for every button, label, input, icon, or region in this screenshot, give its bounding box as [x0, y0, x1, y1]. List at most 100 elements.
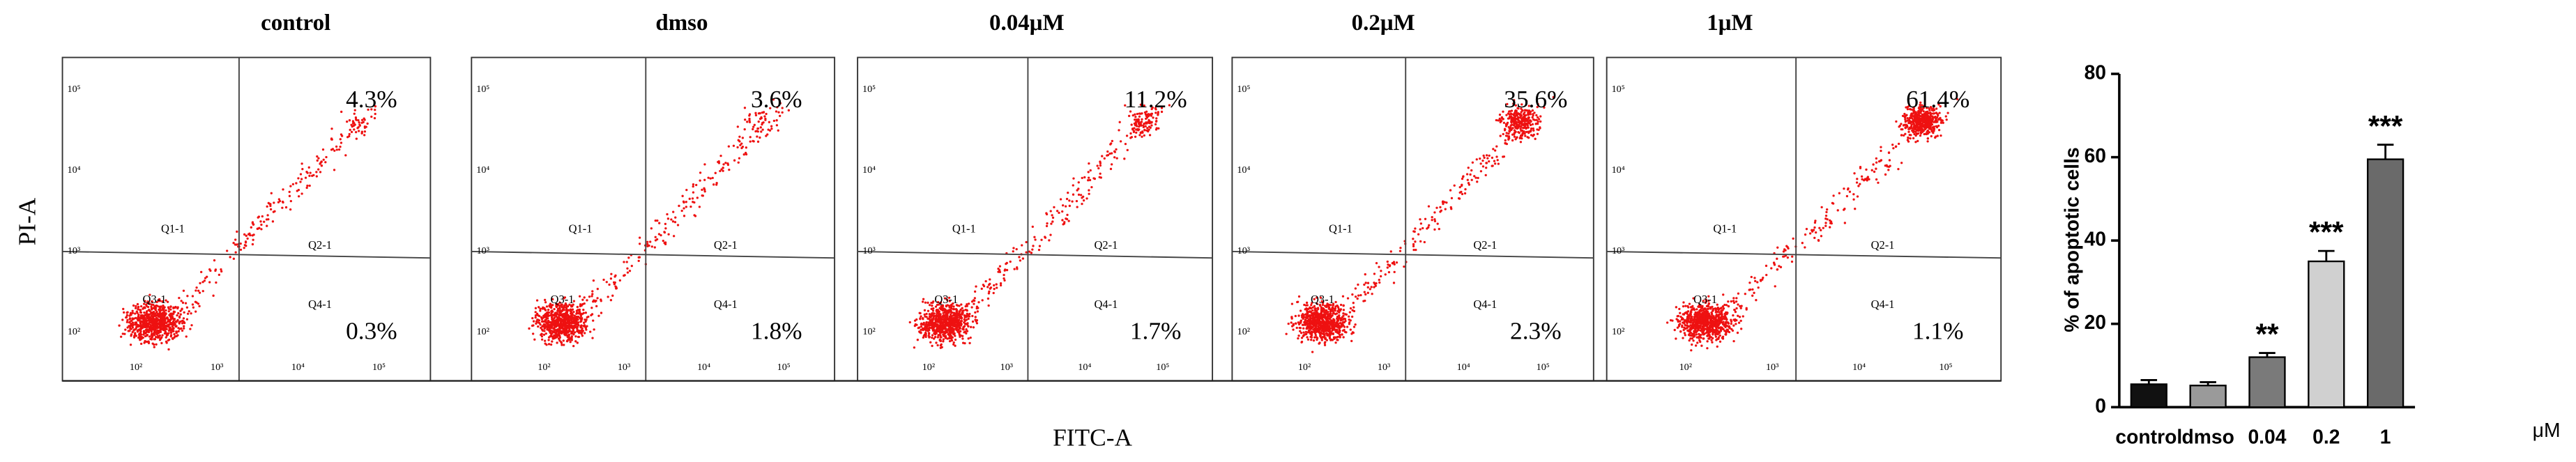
event-dot [1536, 132, 1539, 135]
event-dot [576, 305, 579, 309]
event-dot [932, 324, 935, 327]
event-dot [550, 316, 554, 319]
event-dot [1466, 178, 1469, 181]
event-dot [950, 306, 952, 309]
event-dot [1688, 302, 1691, 305]
event-dot [654, 220, 657, 222]
event-dot [1734, 311, 1737, 314]
event-dot [1526, 122, 1530, 125]
event-dot [1021, 257, 1025, 260]
event-dot [261, 215, 264, 218]
event-dot [173, 333, 176, 336]
event-dot [269, 208, 273, 211]
event-dot [1342, 309, 1346, 311]
event-dot [654, 236, 657, 238]
event-dot [1378, 281, 1381, 284]
event-dot [296, 190, 298, 192]
event-dot [1350, 315, 1354, 318]
event-dot [1445, 201, 1448, 204]
event-dot [692, 185, 694, 188]
event-dot [174, 335, 176, 338]
event-dot [1065, 205, 1067, 208]
event-dot [1140, 121, 1143, 123]
event-dot [1537, 120, 1539, 123]
event-dot [1773, 262, 1776, 265]
quadrant-label: Q4-1 [1473, 298, 1497, 311]
event-dot [160, 316, 164, 319]
event-dot [1722, 323, 1725, 326]
event-dot [300, 192, 303, 195]
event-dot [587, 315, 590, 318]
event-dot [1326, 328, 1329, 330]
event-dot [964, 305, 967, 308]
event-dot [192, 306, 195, 309]
event-dot [1843, 187, 1845, 190]
event-dot [1433, 228, 1436, 231]
event-dot [1359, 293, 1362, 297]
event-dot [134, 316, 137, 320]
event-dot [1332, 327, 1334, 330]
event-dot [355, 118, 358, 121]
event-dot [532, 320, 535, 323]
event-dot [1824, 217, 1827, 220]
event-dot [137, 314, 140, 316]
event-dot [181, 329, 184, 332]
event-dot [533, 338, 536, 341]
event-dot [596, 297, 599, 300]
event-dot [1055, 210, 1059, 213]
event-dot [137, 308, 139, 311]
event-dot [339, 138, 342, 141]
event-dot [966, 330, 969, 332]
event-dot [1719, 329, 1723, 332]
event-dot [1885, 164, 1888, 167]
event-dot [544, 321, 548, 323]
event-dot [954, 328, 957, 330]
event-dot [1332, 310, 1334, 313]
event-dot [1684, 305, 1687, 307]
event-dot [1682, 305, 1685, 308]
event-dot [1909, 137, 1912, 140]
event-dot [1760, 279, 1762, 282]
event-dot [552, 336, 555, 339]
event-dot [959, 308, 962, 311]
event-dot [1716, 338, 1718, 341]
event-dot [1439, 206, 1442, 208]
event-dot [748, 119, 751, 122]
event-dot [545, 316, 548, 320]
event-dot [605, 281, 608, 284]
event-dot [703, 163, 706, 166]
event-dot [146, 330, 148, 333]
event-dot [155, 330, 158, 333]
event-dot [1352, 306, 1355, 309]
panel-title: control [261, 10, 330, 36]
event-dot [1351, 293, 1354, 296]
event-dot [623, 274, 626, 277]
event-dot [1695, 336, 1698, 339]
event-dot [584, 332, 586, 334]
event-dot [166, 300, 169, 303]
event-dot [570, 337, 573, 340]
event-dot [1539, 120, 1542, 123]
event-dot [542, 314, 545, 317]
event-dot [1427, 205, 1431, 208]
flow-x-tick: 10² [130, 362, 142, 373]
event-dot [1884, 173, 1887, 176]
event-dot [1373, 286, 1375, 288]
event-dot [1829, 219, 1831, 222]
event-dot [1699, 340, 1702, 344]
flow-x-tick: 10³ [618, 362, 630, 373]
event-dot [1502, 132, 1504, 136]
event-dot [573, 314, 576, 317]
event-dot [1524, 134, 1527, 137]
event-dot [1753, 277, 1756, 279]
event-dot [145, 311, 148, 314]
event-dot [1154, 128, 1158, 131]
event-dot [920, 323, 922, 325]
event-dot [1369, 288, 1371, 291]
event-dot [551, 321, 554, 323]
quadrant-label: Q2-1 [1094, 238, 1118, 252]
event-dot [1058, 211, 1060, 214]
event-dot [1325, 318, 1328, 321]
event-dot [749, 136, 752, 139]
event-dot [148, 328, 151, 331]
